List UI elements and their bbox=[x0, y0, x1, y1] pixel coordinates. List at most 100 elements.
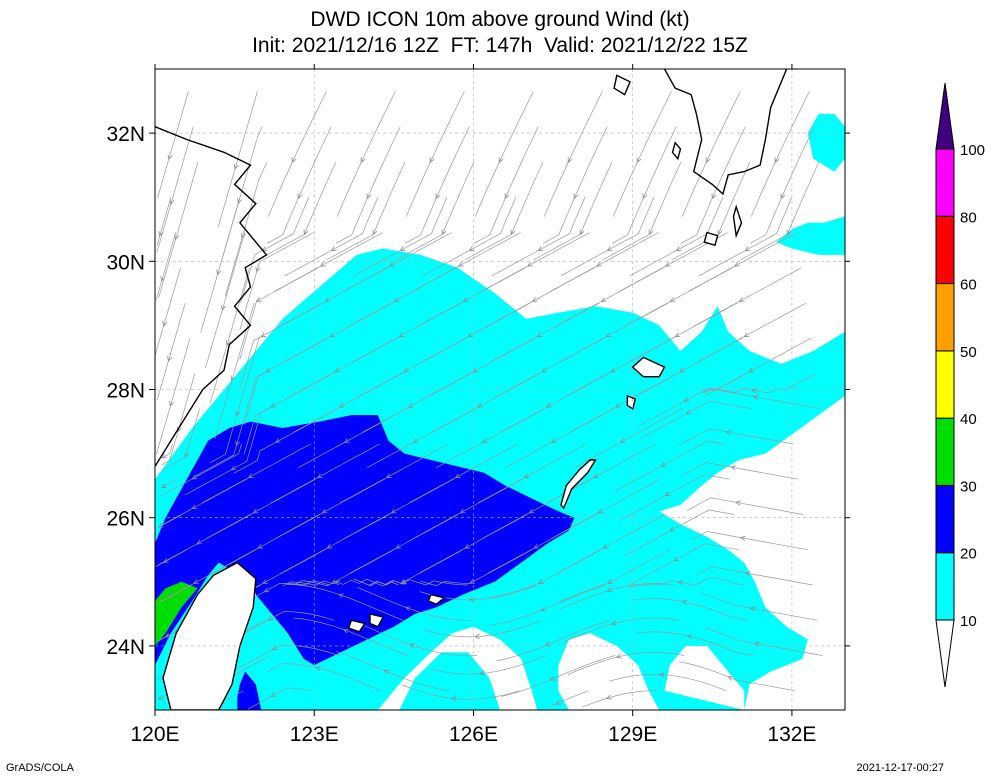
streamline-175 bbox=[474, 91, 534, 217]
streamline-28 bbox=[631, 598, 749, 621]
y-tick-label-28: 28N bbox=[106, 380, 145, 403]
streamline-39 bbox=[696, 566, 813, 586]
streamline-111 bbox=[214, 302, 255, 439]
streamline-arrow bbox=[450, 696, 457, 702]
streamline-arrow bbox=[291, 157, 297, 164]
coastline-tanegashima bbox=[732, 204, 743, 239]
streamline-arrow bbox=[595, 261, 602, 267]
coastline-koshiki bbox=[671, 141, 682, 161]
streamline-arrow bbox=[679, 367, 686, 373]
streamline-25 bbox=[424, 619, 542, 638]
coastline-miyako bbox=[427, 593, 446, 606]
streamline-156 bbox=[533, 161, 613, 261]
streamline-arrow bbox=[174, 234, 180, 241]
streamline-60 bbox=[161, 478, 178, 489]
streamline-arrow bbox=[660, 461, 667, 467]
streamline-arrow bbox=[225, 340, 231, 347]
coastlines bbox=[155, 69, 788, 710]
streamline-arrow bbox=[176, 426, 182, 433]
coastline-okinawa bbox=[560, 459, 597, 510]
streamline-arrow bbox=[686, 634, 693, 640]
streamline-arrow bbox=[191, 474, 198, 480]
streamline-arrow bbox=[233, 163, 239, 170]
streamline-79 bbox=[678, 428, 794, 446]
streamline-arrow bbox=[272, 645, 278, 650]
streamline-2 bbox=[247, 687, 313, 710]
streamline-arrow bbox=[474, 633, 480, 639]
streamline-arrow bbox=[533, 543, 540, 549]
streamline-arrow bbox=[600, 297, 607, 302]
chart-title: DWD ICON 10m above ground Wind (kt) bbox=[310, 8, 690, 31]
streamline-87 bbox=[574, 408, 683, 469]
footer-software-label: GrADS/COLA bbox=[6, 762, 74, 774]
wind-region-10-20-2 bbox=[776, 216, 845, 255]
streamline-arrow bbox=[459, 508, 466, 514]
streamline-arrow bbox=[390, 508, 397, 514]
streamline-arrow bbox=[343, 438, 350, 443]
streamline-arrow bbox=[750, 388, 757, 394]
streamline-140 bbox=[156, 197, 172, 246]
colorbar-label-30: 30 bbox=[960, 478, 977, 495]
streamline-arrow bbox=[669, 526, 676, 532]
streamline-arrow bbox=[683, 397, 690, 402]
streamline-arrow bbox=[237, 198, 242, 205]
streamline-8 bbox=[609, 674, 727, 692]
colorbar-label-60: 60 bbox=[960, 277, 977, 294]
streamline-152 bbox=[257, 161, 337, 261]
streamline-arrow bbox=[372, 229, 378, 236]
streamline-144 bbox=[353, 197, 448, 277]
axes: 120E 123E 126E 129E 132E 24N 26N 28N 30N 32N bbox=[106, 64, 850, 746]
gridlines bbox=[155, 69, 845, 710]
streamline-36 bbox=[491, 584, 606, 626]
streamline-arrow bbox=[498, 157, 504, 164]
wind-region-<10-7 bbox=[377, 626, 538, 710]
coastline-ishigaki bbox=[369, 613, 385, 628]
streamline-29 bbox=[700, 592, 818, 621]
streamline-47 bbox=[559, 549, 670, 603]
streamline-arrow bbox=[235, 410, 241, 417]
streamline-arrow bbox=[383, 669, 390, 675]
streamline-149 bbox=[698, 197, 793, 277]
streamline-arrow bbox=[158, 522, 164, 528]
streamline-73 bbox=[270, 443, 380, 504]
streamline-arrow bbox=[717, 229, 723, 236]
streamline-arrow bbox=[537, 246, 544, 251]
streamline-arrow bbox=[160, 483, 167, 489]
streamline-170 bbox=[157, 91, 189, 198]
colorbar-top-triangle bbox=[935, 82, 955, 150]
y-tick-label-24: 24N bbox=[106, 636, 145, 659]
chart-subtitle: Init: 2021/12/16 12Z FT: 147h Valid: 202… bbox=[252, 34, 748, 57]
streamline-110 bbox=[156, 302, 186, 400]
streamline-arrow bbox=[597, 508, 604, 514]
streamline-arrow bbox=[339, 402, 345, 408]
streamline-arrow bbox=[567, 157, 573, 164]
streamline-179 bbox=[750, 91, 810, 217]
streamline-161 bbox=[221, 126, 263, 262]
streamline-arrow bbox=[531, 297, 538, 302]
streamline-7 bbox=[582, 690, 658, 708]
coastline-taiwan bbox=[162, 561, 257, 710]
streamline-arrow bbox=[366, 193, 372, 200]
streamline-arrow bbox=[240, 233, 246, 239]
streamline-14 bbox=[361, 624, 478, 657]
coastline-tokunoshima bbox=[626, 394, 637, 410]
streamline-51 bbox=[157, 514, 252, 566]
streamline-arrow bbox=[615, 653, 622, 659]
streamline-arrow bbox=[573, 193, 579, 200]
streamline-arrow bbox=[462, 297, 469, 302]
wind-region-30-40-5 bbox=[155, 581, 198, 646]
colorbar-label-10: 10 bbox=[960, 613, 977, 630]
streamline-arrow bbox=[404, 606, 411, 612]
coastline-goto-islands bbox=[613, 74, 631, 96]
streamline-173 bbox=[336, 91, 396, 217]
streamline-arrow bbox=[711, 193, 717, 200]
streamline-arrow bbox=[316, 473, 323, 479]
streamline-arrow bbox=[477, 402, 483, 408]
streamline-arrow bbox=[677, 580, 684, 586]
streamline-arrow bbox=[255, 297, 262, 302]
wind-streamlines bbox=[155, 91, 823, 710]
streamline-arrow bbox=[167, 356, 173, 362]
coastline-kyushu bbox=[663, 69, 788, 196]
streamline-arrow bbox=[549, 675, 556, 681]
